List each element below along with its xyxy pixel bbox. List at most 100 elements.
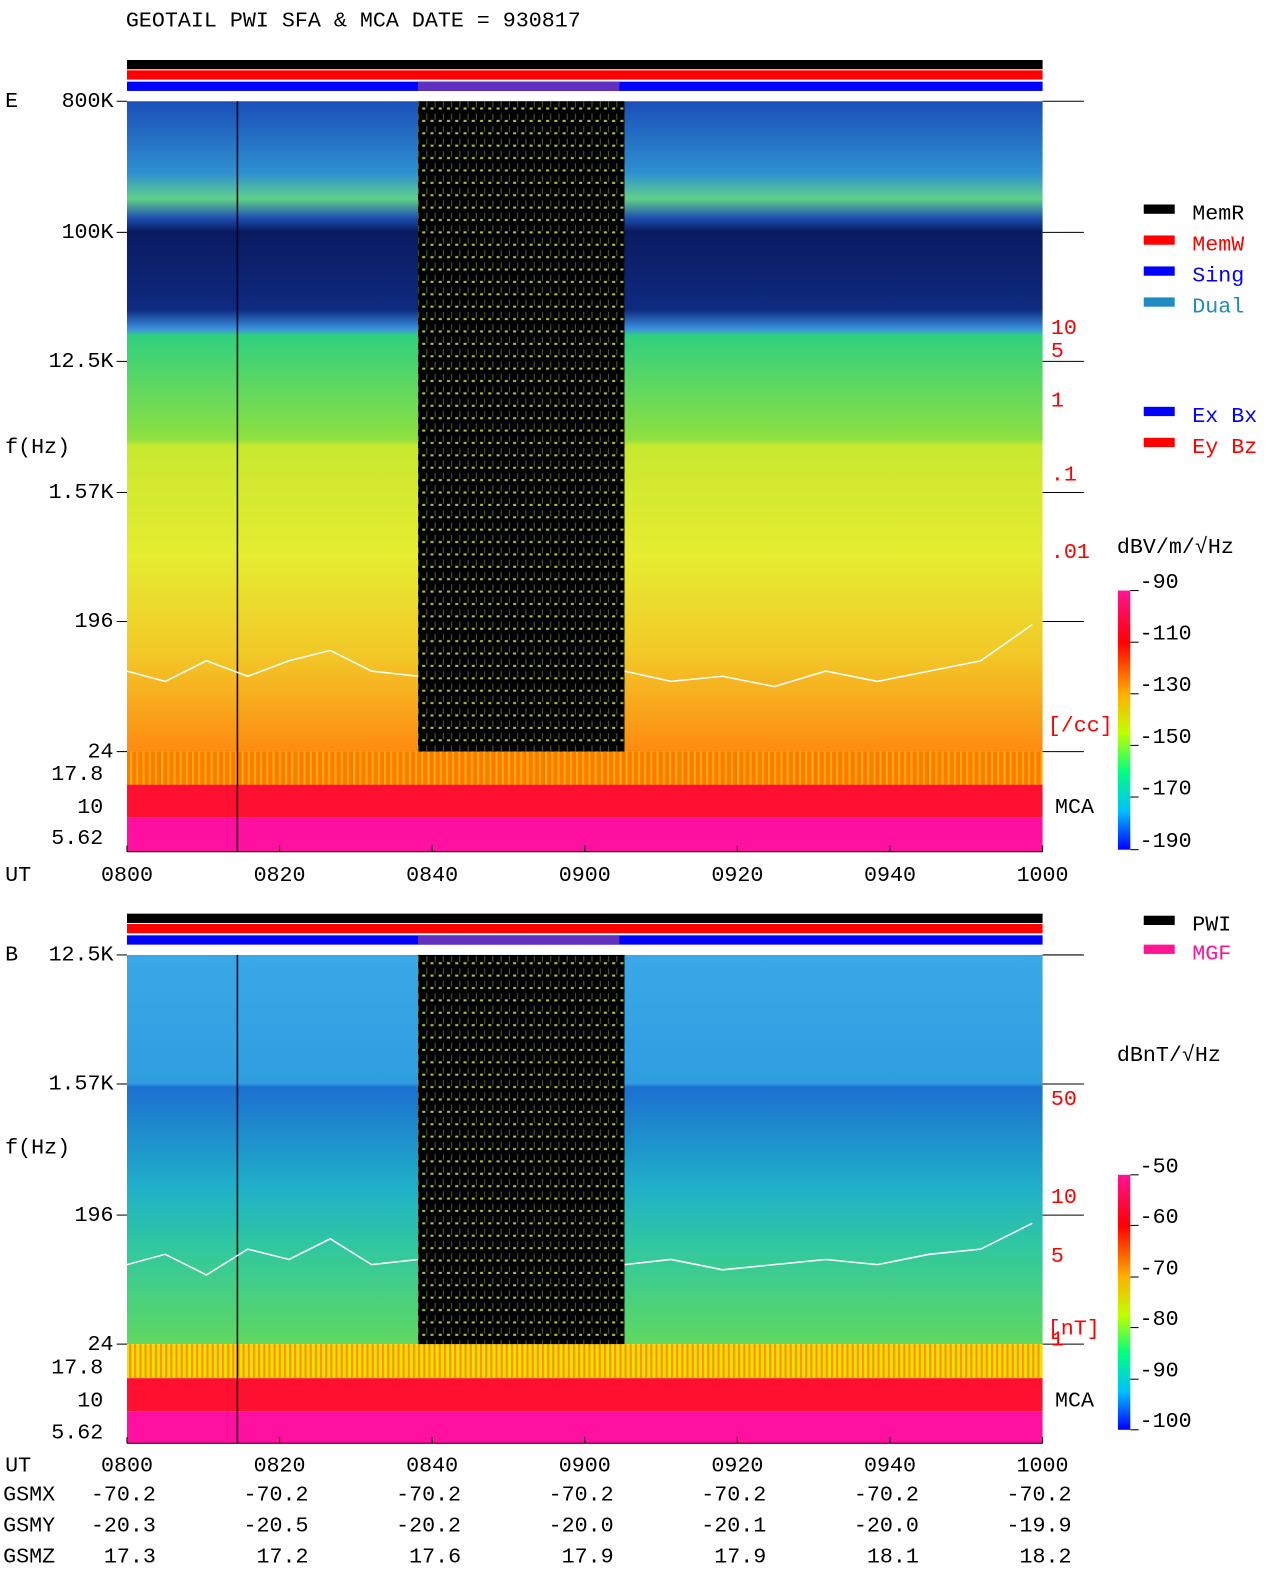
ephemeris-value: -70.2: [1006, 1483, 1071, 1508]
legend-swatch: [1143, 266, 1175, 276]
legend-label: MGF: [1192, 942, 1231, 967]
title: GEOTAIL PWI SFA & MCA DATE = 930817: [126, 8, 581, 33]
ephemeris-value: -70.2: [91, 1483, 156, 1508]
ephemeris-value: 17.6: [409, 1544, 461, 1569]
colorbar-tick-label: -190: [1140, 829, 1192, 854]
legend-label: PWI: [1192, 913, 1231, 938]
right-tick-label: .01: [1051, 540, 1090, 565]
ephemeris-value: -20.1: [701, 1514, 766, 1539]
legend-swatch: [1143, 944, 1175, 954]
colorbar-tick-label: -100: [1140, 1409, 1192, 1434]
mca-label: MCA: [1055, 1389, 1094, 1414]
ephemeris-label: GSMX: [3, 1483, 55, 1508]
freq-tick-label: 1.57K: [49, 480, 114, 505]
colorbar-tick-label: -60: [1140, 1205, 1179, 1230]
y-axis-label: f(Hz): [5, 1136, 70, 1161]
right-unit: [nT]: [1048, 1316, 1100, 1341]
mca-label: MCA: [1055, 795, 1094, 820]
colorbar-tick-label: -70: [1140, 1256, 1179, 1281]
freq-tick-label: 196: [75, 609, 114, 634]
spectrogram-e: [126, 101, 1043, 852]
mca-tick-label: 10: [77, 1389, 103, 1414]
freq-tick-label: 800K: [62, 89, 114, 114]
legend-swatch: [1143, 297, 1175, 307]
colorbar-tick-label: -90: [1140, 570, 1179, 595]
right-tick-label: 1: [1051, 1328, 1064, 1353]
time-tick-label: 0940: [864, 1454, 916, 1479]
legend-swatch: [1143, 915, 1175, 926]
ephemeris-value: -70.2: [854, 1483, 919, 1508]
legend-label: MemW: [1192, 232, 1244, 257]
status-bars: [126, 59, 1043, 91]
ephemeris-label: GSMY: [3, 1514, 55, 1539]
ephemeris-value: -20.0: [854, 1514, 919, 1539]
time-tick-label: 0820: [254, 1454, 306, 1479]
ephemeris-value: -70.2: [701, 1483, 766, 1508]
time-tick-label: 0820: [254, 863, 306, 888]
right-tick-label: 5: [1051, 339, 1064, 364]
legend-label: Dual: [1192, 294, 1244, 319]
right-tick-label: 1: [1051, 388, 1064, 413]
time-tick-label: 0920: [711, 1454, 763, 1479]
time-tick-label: 0900: [559, 1454, 611, 1479]
colorbar-unit: dBnT/√Hz: [1117, 1043, 1221, 1068]
mca-tick-label: 17.8: [51, 762, 103, 787]
freq-tick-label: 12.5K: [49, 349, 114, 374]
freq-tick-label: 196: [75, 1203, 114, 1228]
colorbar-b: [1117, 1174, 1131, 1430]
legend-label: Ey Bz: [1192, 435, 1257, 460]
mca-tick-label: 17.8: [51, 1356, 103, 1381]
ephemeris-value: -19.9: [1006, 1514, 1071, 1539]
time-tick-label: 0840: [406, 863, 458, 888]
time-tick-label: 0800: [101, 863, 153, 888]
time-tick-label: 0940: [864, 863, 916, 888]
colorbar-tick-label: -90: [1140, 1359, 1179, 1384]
mca-tick-label: 5.62: [51, 826, 103, 851]
legend-label: Sing: [1192, 263, 1244, 288]
freq-tick-label: 100K: [62, 220, 114, 245]
freq-tick-label: 12.5K: [49, 943, 114, 968]
colorbar-tick-label: -150: [1140, 725, 1192, 750]
time-tick-label: 0840: [406, 1454, 458, 1479]
mca-tick-label: 5.62: [51, 1421, 103, 1446]
ephemeris-value: 17.3: [104, 1544, 156, 1569]
time-tick-label: 0900: [559, 863, 611, 888]
time-tick-label: 1000: [1017, 1454, 1069, 1479]
ephemeris-value: -70.2: [396, 1483, 461, 1508]
ephemeris-value: 18.2: [1019, 1544, 1071, 1569]
panel-label: B: [5, 943, 18, 968]
time-tick-label: 0800: [101, 1454, 153, 1479]
time-axis-label: UT: [5, 1454, 31, 1479]
right-tick-label: 50: [1051, 1087, 1077, 1112]
colorbar-tick-label: -170: [1140, 776, 1192, 801]
mca-tick-label: 10: [77, 795, 103, 820]
legend-swatch: [1143, 204, 1175, 214]
freq-tick-label: 24: [88, 1332, 114, 1357]
ephemeris-value: -20.2: [396, 1514, 461, 1539]
y-axis-label: f(Hz): [5, 435, 70, 460]
freq-tick-label: 1.57K: [49, 1072, 114, 1097]
ephemeris-value: 17.9: [562, 1544, 614, 1569]
legend-swatch: [1143, 406, 1175, 417]
time-tick-label: 0920: [711, 863, 763, 888]
colorbar-tick-label: -80: [1140, 1307, 1179, 1332]
ephemeris-value: -70.2: [549, 1483, 614, 1508]
ephemeris-value: 18.1: [867, 1544, 919, 1569]
ephemeris-value: -20.0: [549, 1514, 614, 1539]
right-tick-label: .1: [1051, 463, 1077, 488]
legend-swatch: [1143, 235, 1175, 245]
legend-swatch: [1143, 437, 1175, 448]
time-tick-label: 1000: [1017, 863, 1069, 888]
spectrogram-b: [126, 954, 1043, 1444]
colorbar-tick-label: -50: [1140, 1154, 1179, 1179]
right-unit: [/cc]: [1048, 714, 1113, 739]
status-bars: [126, 913, 1043, 945]
ephemeris-value: -20.3: [91, 1514, 156, 1539]
panel-label: E: [5, 89, 18, 114]
freq-tick-label: 24: [88, 739, 114, 764]
ephemeris-value: 17.9: [714, 1544, 766, 1569]
ephemeris-value: 17.2: [256, 1544, 308, 1569]
time-axis-label: UT: [5, 863, 31, 888]
legend-label: Ex Bx: [1192, 404, 1257, 429]
right-tick-label: 10: [1051, 316, 1077, 341]
